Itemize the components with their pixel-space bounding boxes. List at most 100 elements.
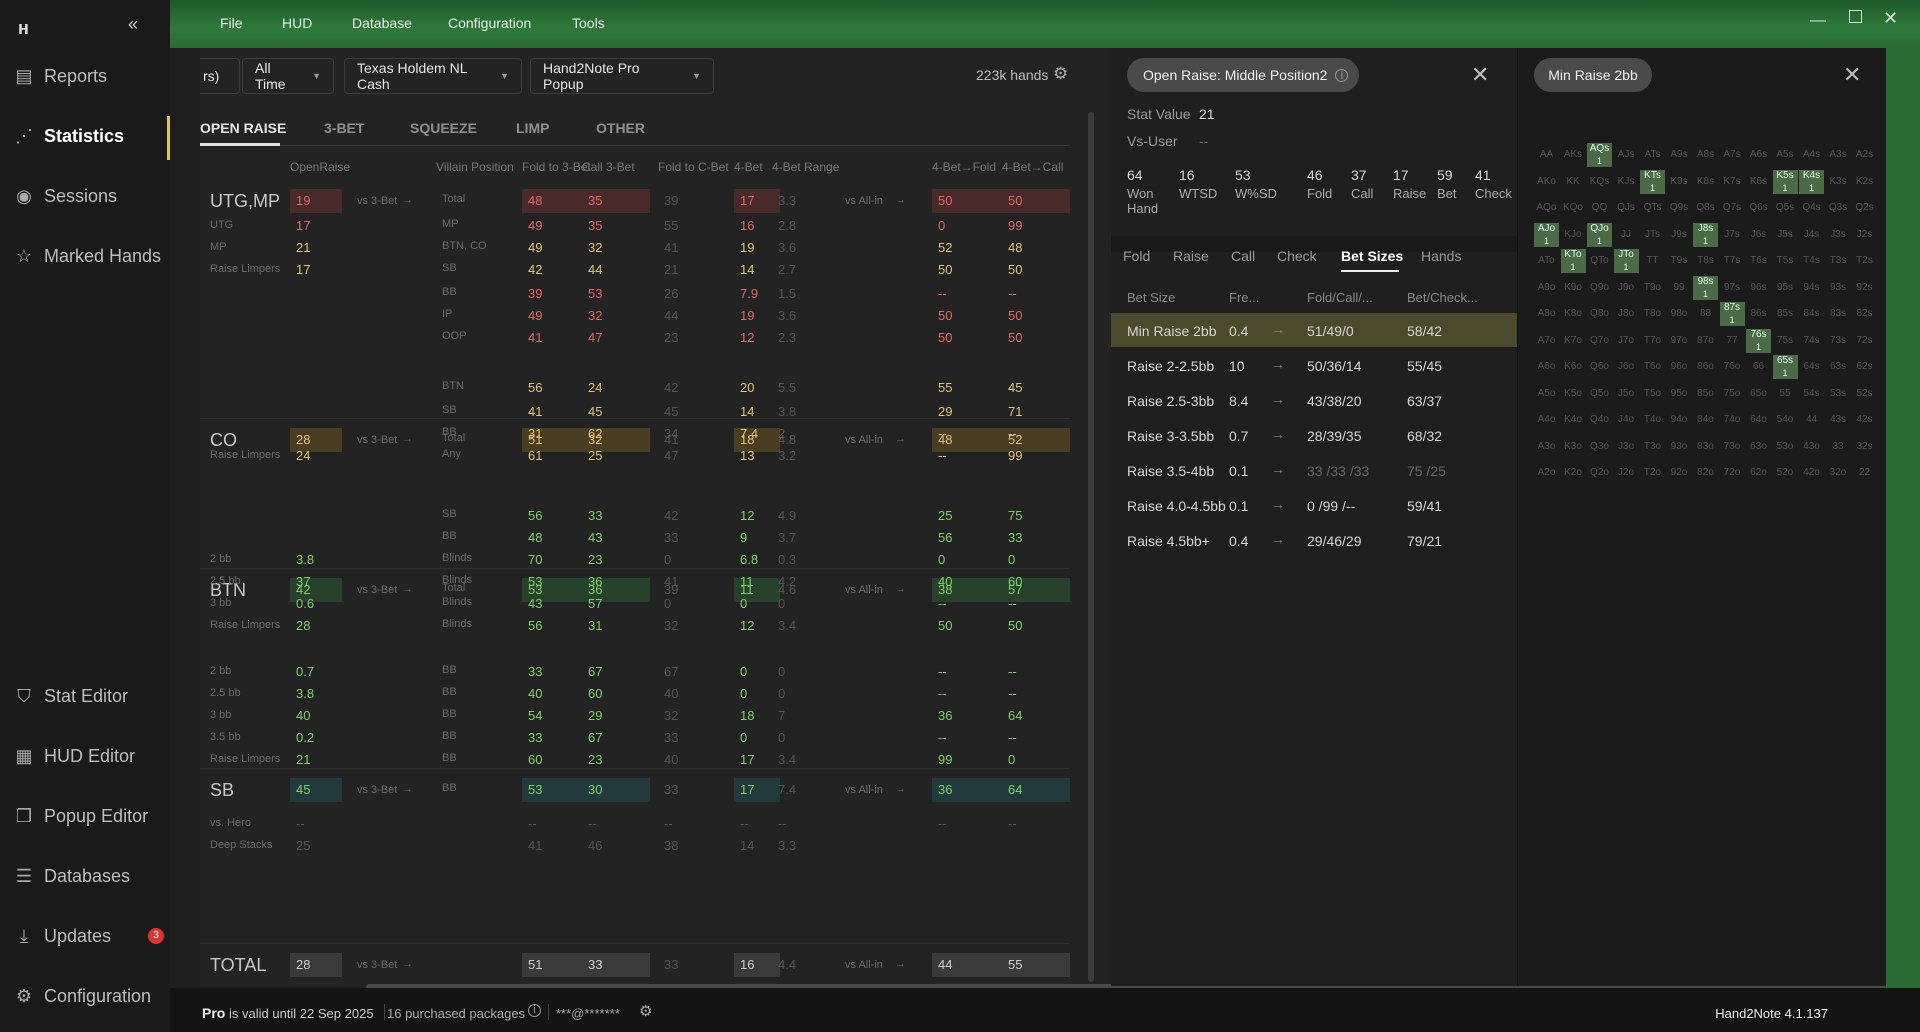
tab-bet-sizes[interactable]: Bet Sizes	[1341, 248, 1404, 264]
sidebar-item-marked-hands[interactable]: ☆ Marked Hands	[14, 246, 161, 267]
hand-cell[interactable]: T2s	[1852, 249, 1877, 273]
hand-cell[interactable]: J3o	[1614, 435, 1639, 459]
sidebar-item-popup-editor[interactable]: ❐ Popup Editor	[14, 806, 148, 827]
hand-cell[interactable]: 87o	[1693, 329, 1718, 353]
hand-cell[interactable]: KK	[1561, 170, 1586, 194]
hand-cell[interactable]: 63s	[1826, 355, 1851, 379]
time-filter-dropdown[interactable]: All Time ▼	[242, 58, 334, 94]
hand-cell[interactable]: Q9o	[1587, 276, 1612, 300]
hand-cell[interactable]: K8o	[1561, 302, 1586, 326]
hand-cell[interactable]: K6s	[1746, 170, 1771, 194]
hand-cell[interactable]: 32s	[1852, 435, 1877, 459]
hand-cell[interactable]: Q7o	[1587, 329, 1612, 353]
hand-cell[interactable]: 65o	[1746, 382, 1771, 406]
hand-cell[interactable]: A4o	[1534, 408, 1559, 432]
hand-cell[interactable]: T7o	[1640, 329, 1665, 353]
tab-limp[interactable]: LIMP	[516, 120, 550, 136]
hand-cell[interactable]: 52o	[1773, 461, 1798, 485]
hand-cell[interactable]: A7o	[1534, 329, 1559, 353]
sidebar-item-stat-editor[interactable]: ⛉ Stat Editor	[14, 686, 128, 707]
hand-cell[interactable]: 64o	[1746, 408, 1771, 432]
hand-cell[interactable]: Q8o	[1587, 302, 1612, 326]
hand-cell[interactable]: A8s	[1693, 143, 1718, 167]
hand-cell[interactable]: 42s	[1852, 408, 1877, 432]
tab-squeeze[interactable]: SQUEEZE	[410, 120, 477, 136]
hand-cell[interactable]: Q4o	[1587, 408, 1612, 432]
hand-cell[interactable]: A9o	[1534, 276, 1559, 300]
hand-cell[interactable]: K8s	[1693, 170, 1718, 194]
hand-cell[interactable]: J3s	[1826, 223, 1851, 247]
hand-cell[interactable]: J5o	[1614, 382, 1639, 406]
hand-cell[interactable]: K3s	[1826, 170, 1851, 194]
hand-cell[interactable]: KTs 1	[1640, 169, 1665, 194]
hand-cell[interactable]: T7s	[1720, 249, 1745, 273]
hand-cell[interactable]: 98s 1	[1693, 275, 1718, 300]
hand-cell[interactable]: KQs	[1587, 170, 1612, 194]
hand-cell[interactable]: 64s	[1799, 355, 1824, 379]
hand-cell[interactable]: 76s 1	[1746, 328, 1771, 353]
horizontal-scrollbar[interactable]	[366, 984, 1886, 990]
hand-cell[interactable]: 22	[1852, 461, 1877, 485]
hand-cell[interactable]: 44	[1799, 408, 1824, 432]
hand-cell[interactable]: Q6s	[1746, 196, 1771, 220]
menu-tools[interactable]: Tools	[572, 15, 605, 31]
hand-cell[interactable]: KTo 1	[1560, 249, 1586, 273]
menu-file[interactable]: File	[220, 15, 243, 31]
hand-cell[interactable]: K9s	[1667, 170, 1692, 194]
hand-cell[interactable]: K7o	[1561, 329, 1586, 353]
hand-cell[interactable]: 94o	[1667, 408, 1692, 432]
hand-cell[interactable]: T2o	[1640, 461, 1665, 485]
tab-hands[interactable]: Hands	[1421, 248, 1462, 264]
user-settings-gear-icon[interactable]: ⚙	[639, 1003, 653, 1020]
hand-cell[interactable]: T8o	[1640, 302, 1665, 326]
hand-cell[interactable]: 84o	[1693, 408, 1718, 432]
hand-cell[interactable]: Q2o	[1587, 461, 1612, 485]
hand-cell[interactable]: QQ	[1587, 196, 1612, 220]
menu-configuration[interactable]: Configuration	[448, 15, 532, 31]
bet-size[interactable]: Raise 4.0-4.5bb	[1127, 498, 1226, 514]
hand-cell[interactable]: Q7s	[1720, 196, 1745, 220]
hand-cell[interactable]: T9s	[1667, 249, 1692, 273]
hand-cell[interactable]: K6o	[1561, 355, 1586, 379]
bet-size[interactable]: Raise 4.5bb+	[1127, 533, 1210, 549]
hand-cell[interactable]: 75o	[1720, 382, 1745, 406]
hand-cell[interactable]: A2s	[1852, 143, 1877, 167]
sidebar-item-updates[interactable]: ⤓ Updates 3	[14, 926, 164, 947]
hand-cell[interactable]: J7o	[1614, 329, 1639, 353]
tab-open-raise[interactable]: OPEN RAISE	[200, 120, 287, 136]
hand-cell[interactable]: A6s	[1746, 143, 1771, 167]
minimize-button[interactable]: —	[1810, 12, 1826, 29]
hand-cell[interactable]: T6s	[1746, 249, 1771, 273]
bet-size[interactable]: Raise 2-2.5bb	[1127, 358, 1215, 374]
hand-cell[interactable]: 73o	[1720, 435, 1745, 459]
hand-cell[interactable]: 42o	[1799, 461, 1824, 485]
tab-3-bet[interactable]: 3-BET	[324, 120, 365, 136]
hand-cell[interactable]: J7s	[1720, 223, 1745, 247]
hand-cell[interactable]: J4s	[1799, 223, 1824, 247]
hand-cell[interactable]: 92o	[1667, 461, 1692, 485]
menu-database[interactable]: Database	[352, 15, 412, 31]
hand-cell[interactable]: 52s	[1852, 382, 1877, 406]
hand-cell[interactable]: AQo	[1534, 196, 1559, 220]
hand-cell[interactable]: 97s	[1720, 276, 1745, 300]
hand-cell[interactable]: A5o	[1534, 382, 1559, 406]
hand-cell[interactable]: 82o	[1693, 461, 1718, 485]
hand-cell[interactable]: ATs	[1640, 143, 1665, 167]
hand-cell[interactable]: JTs	[1640, 223, 1665, 247]
menu-hud[interactable]: HUD	[282, 15, 313, 31]
hand-cell[interactable]: Q2s	[1852, 196, 1877, 220]
sidebar-item-reports[interactable]: ▤ Reports	[14, 66, 107, 87]
hand-cell[interactable]: 96s	[1746, 276, 1771, 300]
hand-cell[interactable]: 74s	[1799, 329, 1824, 353]
hand-cell[interactable]: KQo	[1561, 196, 1586, 220]
hand-cell[interactable]: T8s	[1693, 249, 1718, 273]
hand-cell[interactable]: 54o	[1773, 408, 1798, 432]
hand-cell[interactable]: K7s	[1720, 170, 1745, 194]
hand-cell[interactable]: 85s	[1773, 302, 1798, 326]
hand-cell[interactable]: T3s	[1826, 249, 1851, 273]
hand-cell[interactable]: T9o	[1640, 276, 1665, 300]
hand-cell[interactable]: 72s	[1852, 329, 1877, 353]
hand-cell[interactable]: T5o	[1640, 382, 1665, 406]
hand-cell[interactable]: 99	[1667, 276, 1692, 300]
hand-cell[interactable]: 74o	[1720, 408, 1745, 432]
